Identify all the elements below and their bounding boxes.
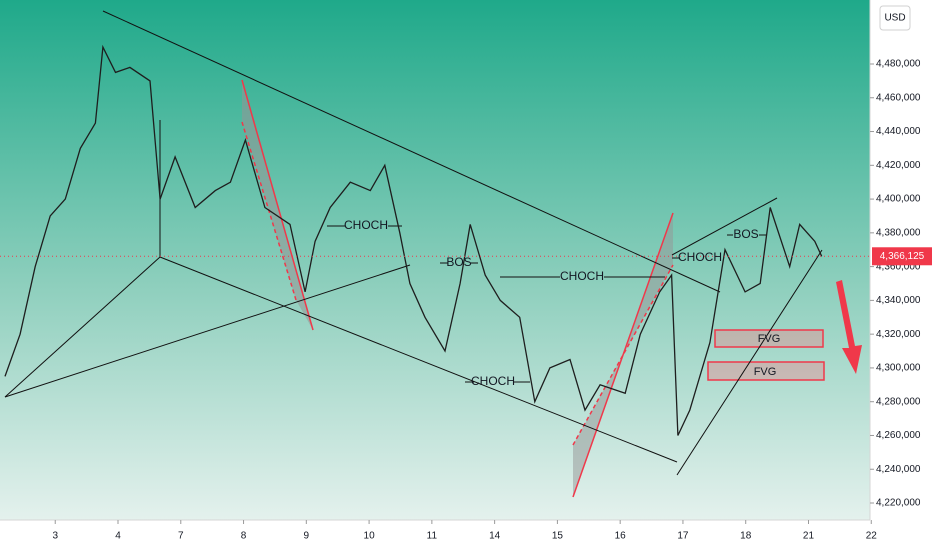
x-tick-label: 11 bbox=[427, 531, 438, 542]
x-tick-label: 14 bbox=[489, 531, 501, 542]
y-tick-label: 4,440,000 bbox=[876, 126, 921, 137]
currency: USD bbox=[884, 13, 905, 24]
y-tick-label: 4,380,000 bbox=[876, 227, 921, 238]
x-tick-label: 7 bbox=[178, 531, 184, 542]
annotation: CHOCH bbox=[344, 218, 388, 232]
fvg-box bbox=[707, 361, 825, 381]
channel-line bbox=[572, 212, 674, 498]
fvg-box bbox=[714, 329, 824, 348]
x-tick-label: 16 bbox=[615, 531, 627, 542]
x-tick-label: 15 bbox=[552, 531, 564, 542]
y-tick-label: 4,480,000 bbox=[876, 59, 921, 70]
annotation: CHOCH bbox=[560, 269, 604, 283]
forecast-arrow bbox=[836, 280, 862, 374]
y-tick-label: 4,320,000 bbox=[876, 329, 921, 340]
y-tick-label: 4,260,000 bbox=[876, 430, 921, 441]
y-tick-label: 4,300,000 bbox=[876, 363, 921, 374]
x-tick-label: 8 bbox=[241, 531, 247, 542]
last-price-box bbox=[872, 247, 932, 266]
x-tick-label: 22 bbox=[866, 531, 878, 542]
x-tick-label: 17 bbox=[677, 531, 689, 542]
y-tick-label: 4,420,000 bbox=[876, 160, 921, 171]
x-tick-label: 18 bbox=[740, 531, 752, 542]
x-tick-label: 21 bbox=[803, 531, 815, 542]
currency-box[interactable] bbox=[879, 5, 911, 31]
price-line bbox=[4, 44, 823, 436]
annotation: BOS bbox=[446, 255, 471, 269]
y-tick-label: 4,240,000 bbox=[876, 464, 921, 475]
trend-lines bbox=[4, 10, 823, 476]
last-price-label: 4,366,125 bbox=[880, 251, 925, 262]
annotation: CHOCH bbox=[471, 374, 515, 388]
channel-line bbox=[241, 79, 314, 331]
y-tick-label: 4,400,000 bbox=[876, 194, 921, 205]
y-tick-label: 4,340,000 bbox=[876, 295, 921, 306]
y-tick-label: 4,280,000 bbox=[876, 396, 921, 407]
time-axis bbox=[0, 520, 870, 550]
channel-line bbox=[572, 264, 674, 446]
y-tick-label: 4,460,000 bbox=[876, 92, 921, 103]
y-tick-label: 4,220,000 bbox=[876, 498, 921, 509]
y-tick-label: 4,360,000 bbox=[876, 261, 921, 272]
annotation: BOS bbox=[733, 227, 758, 241]
price-axis bbox=[870, 0, 932, 550]
annotation: FVG bbox=[754, 366, 777, 378]
plot-background bbox=[0, 0, 870, 520]
x-tick-label: 9 bbox=[304, 531, 310, 542]
x-tick-label: 3 bbox=[52, 531, 58, 542]
x-tick-label: 10 bbox=[364, 531, 376, 542]
x-tick-label: 4 bbox=[115, 531, 121, 542]
annotation: FVG bbox=[758, 333, 781, 345]
annotation: CHOCH bbox=[678, 250, 722, 264]
